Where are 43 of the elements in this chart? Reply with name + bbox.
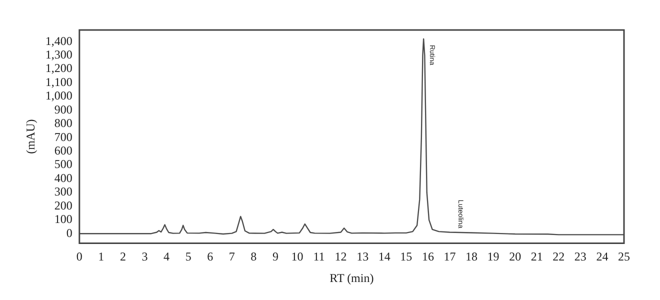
y-tick-label: 1,000: [45, 88, 72, 103]
x-tick-label: 14: [378, 250, 390, 264]
y-tick-label: 300: [54, 184, 72, 199]
x-tick-label: 15: [400, 250, 412, 264]
y-tick-label: 600: [54, 143, 72, 158]
x-tick-label: 20: [509, 250, 522, 264]
x-tick-label: 2: [120, 250, 126, 264]
x-tick-label: 3: [142, 250, 148, 264]
y-tick-label: 1,400: [45, 34, 72, 48]
y-tick-label: 100: [54, 212, 72, 226]
x-tick-label: 17: [444, 250, 456, 264]
x-tick-label: 0: [76, 250, 82, 264]
y-tick-label: 800: [54, 116, 72, 130]
x-tick-label: 11: [313, 250, 325, 264]
y-tick-label: 1,100: [45, 74, 72, 89]
x-tick-label: 1: [98, 250, 104, 264]
x-tick-label: 12: [334, 250, 347, 264]
y-tick-label: 400: [54, 170, 72, 185]
y-tick-label: 200: [54, 198, 72, 212]
x-tick-label: 13: [356, 250, 369, 264]
x-tick-label: 16: [422, 250, 434, 264]
y-tick-label: 900: [54, 102, 72, 116]
y-tick-label: 0: [66, 226, 72, 240]
x-tick-label: 5: [185, 250, 192, 264]
x-tick-label: 9: [272, 250, 278, 264]
y-tick-label: 500: [54, 157, 72, 172]
x-tick-label: 6: [207, 250, 214, 264]
x-tick-label: 24: [596, 250, 608, 264]
x-tick-label: 4: [164, 250, 170, 264]
y-tick-label: 700: [54, 130, 72, 144]
x-tick-label: 8: [250, 250, 257, 264]
x-tick-label: 25: [618, 250, 630, 264]
x-axis-title: RT (min): [330, 270, 374, 285]
x-tick-label: 22: [552, 250, 565, 264]
y-tick-label: 1,300: [45, 48, 72, 62]
x-tick-label: 10: [291, 250, 304, 264]
x-tick-label: 7: [228, 250, 235, 264]
y-axis-title: (mAU): [23, 119, 38, 154]
x-tick-label: 21: [530, 250, 543, 264]
x-tick-label: 19: [487, 250, 500, 264]
x-tick-label: 23: [574, 250, 586, 264]
x-tick-label: 18: [466, 250, 478, 264]
y-tick-label: 1,200: [45, 61, 72, 76]
